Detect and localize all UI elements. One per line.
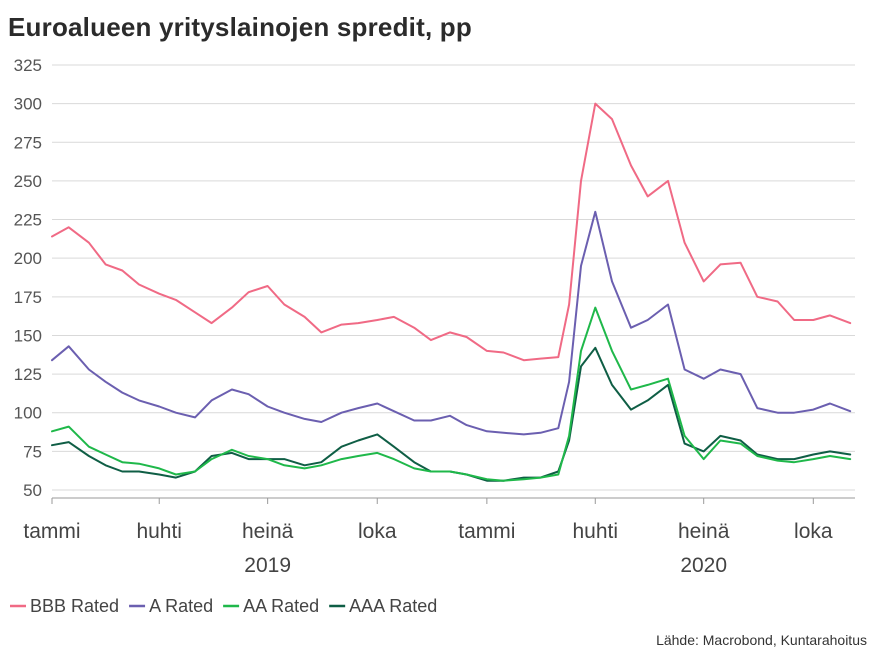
x-tick-label: loka (794, 520, 833, 543)
series-line-aaa-rated (51, 346, 852, 482)
y-tick-label: 200 (14, 249, 42, 268)
y-tick-label: 250 (14, 172, 42, 191)
x-tick-label: tammi (23, 520, 80, 543)
legend-label: AA Rated (243, 596, 319, 616)
legend-label: A Rated (149, 596, 213, 616)
x-tick-label: huhti (136, 520, 182, 543)
year-label: 2020 (680, 554, 727, 577)
y-tick-label: 225 (14, 211, 42, 230)
y-tick-label: 75 (23, 442, 42, 461)
series-lines (51, 102, 852, 482)
x-axis: tammi huhti heinä loka tammi huhti heinä loka 20… (23, 497, 855, 577)
legend: BBB Rated A Rated AA Rated AAA Rated (10, 596, 437, 616)
x-tick-label: heinä (242, 520, 294, 543)
y-tick-label: 100 (14, 404, 42, 423)
y-tick-label: 50 (23, 481, 42, 500)
gridlines (52, 64, 855, 491)
chart-title: Euroalueen yrityslainojen spredit, pp (8, 12, 472, 42)
y-tick-label: 300 (14, 95, 42, 114)
y-tick-label: 125 (14, 365, 42, 384)
legend-label: AAA Rated (349, 596, 437, 616)
x-tick-label: huhti (573, 520, 619, 543)
y-tick-label: 275 (14, 133, 42, 152)
x-tick-label: tammi (458, 520, 515, 543)
y-tick-label: 150 (14, 326, 42, 345)
y-tick-label: 175 (14, 288, 42, 307)
source-note: Lähde: Macrobond, Kuntarahoitus (656, 632, 867, 648)
year-label: 2019 (244, 554, 291, 577)
legend-label: BBB Rated (30, 596, 119, 616)
x-tick-label: heinä (678, 520, 730, 543)
series-line-aa-rated (51, 306, 852, 482)
y-axis-ticks: 50 75 100 125 150 175 200 225 250 275 300 325 (14, 56, 42, 500)
series-line-bbb-rated (51, 102, 852, 362)
y-tick-label: 325 (14, 56, 42, 75)
x-tick-label: loka (358, 520, 397, 543)
series-line-a-rated (51, 210, 852, 436)
